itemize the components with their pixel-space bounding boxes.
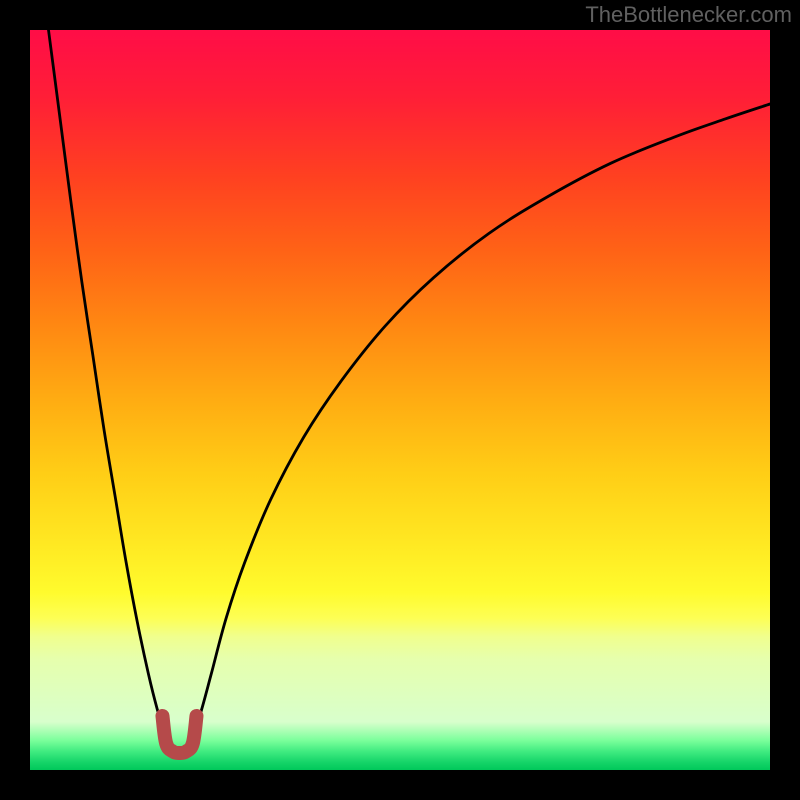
gradient-background [30, 30, 770, 770]
attribution-label: TheBottlenecker.com [585, 2, 792, 28]
bottleneck-chart [0, 0, 800, 800]
plot-area [30, 30, 770, 770]
chart-container: TheBottlenecker.com [0, 0, 800, 800]
